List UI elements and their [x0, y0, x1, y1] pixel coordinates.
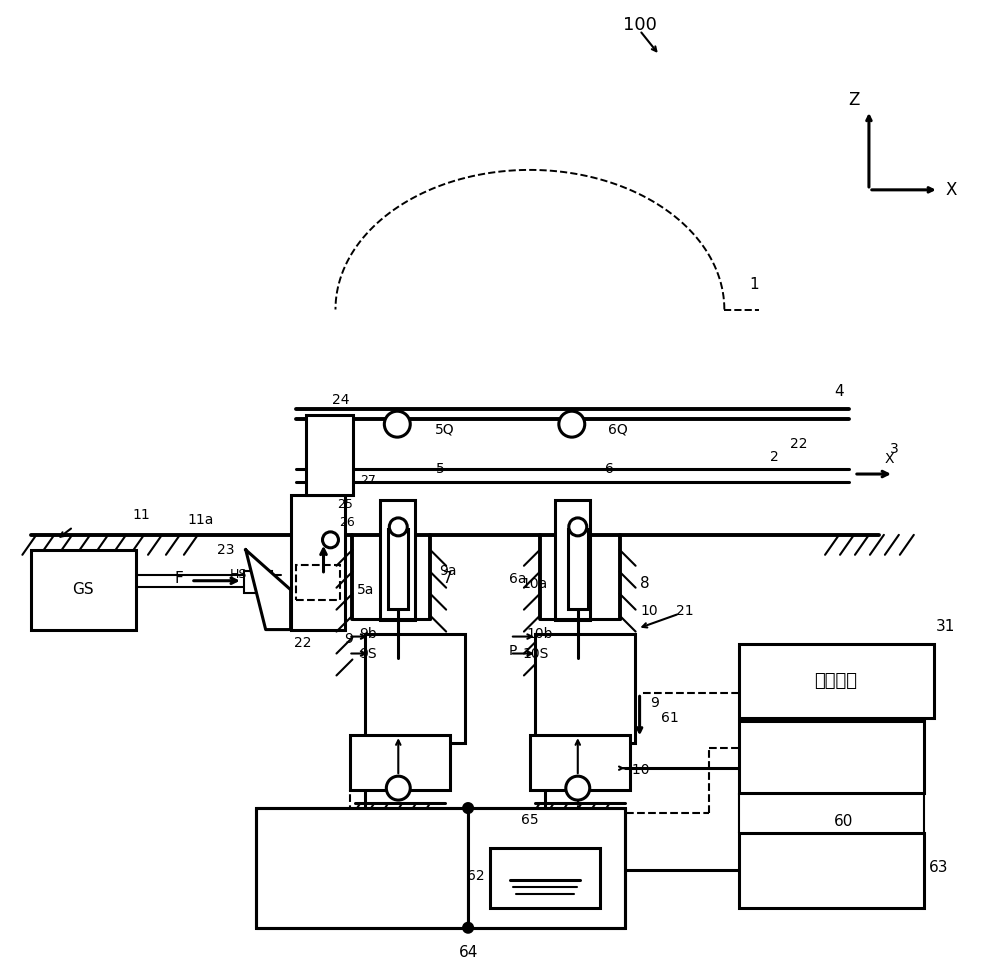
Text: 5Q: 5Q	[435, 422, 455, 436]
Text: 62: 62	[467, 869, 485, 883]
Text: 3: 3	[889, 442, 898, 456]
Text: 9a: 9a	[439, 564, 457, 578]
Text: 1: 1	[749, 277, 759, 292]
Text: F: F	[175, 572, 183, 586]
Bar	[739, 833, 924, 908]
Bar	[535, 634, 635, 743]
Bar	[739, 643, 934, 718]
Text: 9: 9	[344, 632, 353, 645]
Bar	[350, 735, 450, 790]
Text: 24: 24	[332, 393, 349, 407]
Circle shape	[569, 517, 587, 536]
Text: 控制装置: 控制装置	[815, 672, 858, 691]
Text: 10b: 10b	[527, 627, 553, 641]
Bar	[291, 495, 345, 630]
Bar	[568, 529, 588, 609]
Text: 9: 9	[650, 697, 659, 710]
Text: 7: 7	[442, 572, 452, 586]
Text: 9S: 9S	[360, 646, 377, 661]
Polygon shape	[246, 549, 291, 630]
Text: 10: 10	[641, 604, 658, 617]
Text: X: X	[884, 453, 894, 466]
Circle shape	[566, 776, 590, 800]
Text: 60: 60	[834, 814, 854, 828]
Text: X: X	[945, 181, 956, 199]
Text: 23: 23	[217, 543, 235, 557]
Bar	[244, 571, 272, 593]
Text: 2: 2	[770, 450, 779, 464]
Bar	[31, 549, 136, 630]
Text: 8: 8	[640, 577, 649, 591]
Text: Z: Z	[848, 91, 860, 109]
Bar	[739, 721, 924, 793]
Bar	[306, 415, 353, 495]
Bar	[365, 634, 465, 743]
Text: P: P	[509, 643, 517, 658]
Text: 6Q: 6Q	[608, 422, 628, 436]
Text: 10S: 10S	[523, 646, 549, 661]
Text: 27: 27	[360, 474, 376, 486]
Text: 63: 63	[929, 860, 948, 875]
Bar	[555, 500, 590, 619]
Bar	[296, 565, 340, 600]
Text: 25: 25	[338, 498, 353, 512]
Circle shape	[463, 922, 473, 933]
Text: 11: 11	[132, 508, 150, 522]
Circle shape	[384, 411, 410, 437]
Circle shape	[386, 776, 410, 800]
Circle shape	[389, 517, 407, 536]
Text: HS: HS	[230, 568, 247, 581]
Text: 6a: 6a	[509, 572, 527, 585]
Text: GS: GS	[72, 582, 94, 597]
Text: 10a: 10a	[522, 577, 548, 591]
Bar	[388, 529, 408, 609]
Circle shape	[323, 532, 338, 547]
Bar	[490, 848, 600, 908]
Bar	[256, 808, 625, 927]
Text: 6: 6	[605, 462, 614, 476]
Bar	[530, 735, 630, 790]
Text: 31: 31	[936, 619, 955, 634]
Text: 22: 22	[790, 437, 808, 452]
Text: 5a: 5a	[357, 582, 374, 597]
Text: 4: 4	[834, 384, 844, 399]
Text: 26: 26	[340, 516, 355, 529]
Text: 5: 5	[436, 462, 445, 476]
Bar	[380, 500, 415, 619]
Text: 11a: 11a	[188, 513, 214, 527]
Text: 65: 65	[521, 813, 539, 827]
Text: 100: 100	[623, 16, 657, 34]
Text: 64: 64	[458, 945, 478, 960]
Text: i10: i10	[629, 764, 650, 777]
Text: 22: 22	[294, 636, 311, 649]
Circle shape	[559, 411, 585, 437]
Text: 21: 21	[676, 604, 693, 617]
Text: 61: 61	[661, 711, 678, 726]
Text: 9b: 9b	[360, 627, 377, 641]
Circle shape	[463, 803, 473, 813]
